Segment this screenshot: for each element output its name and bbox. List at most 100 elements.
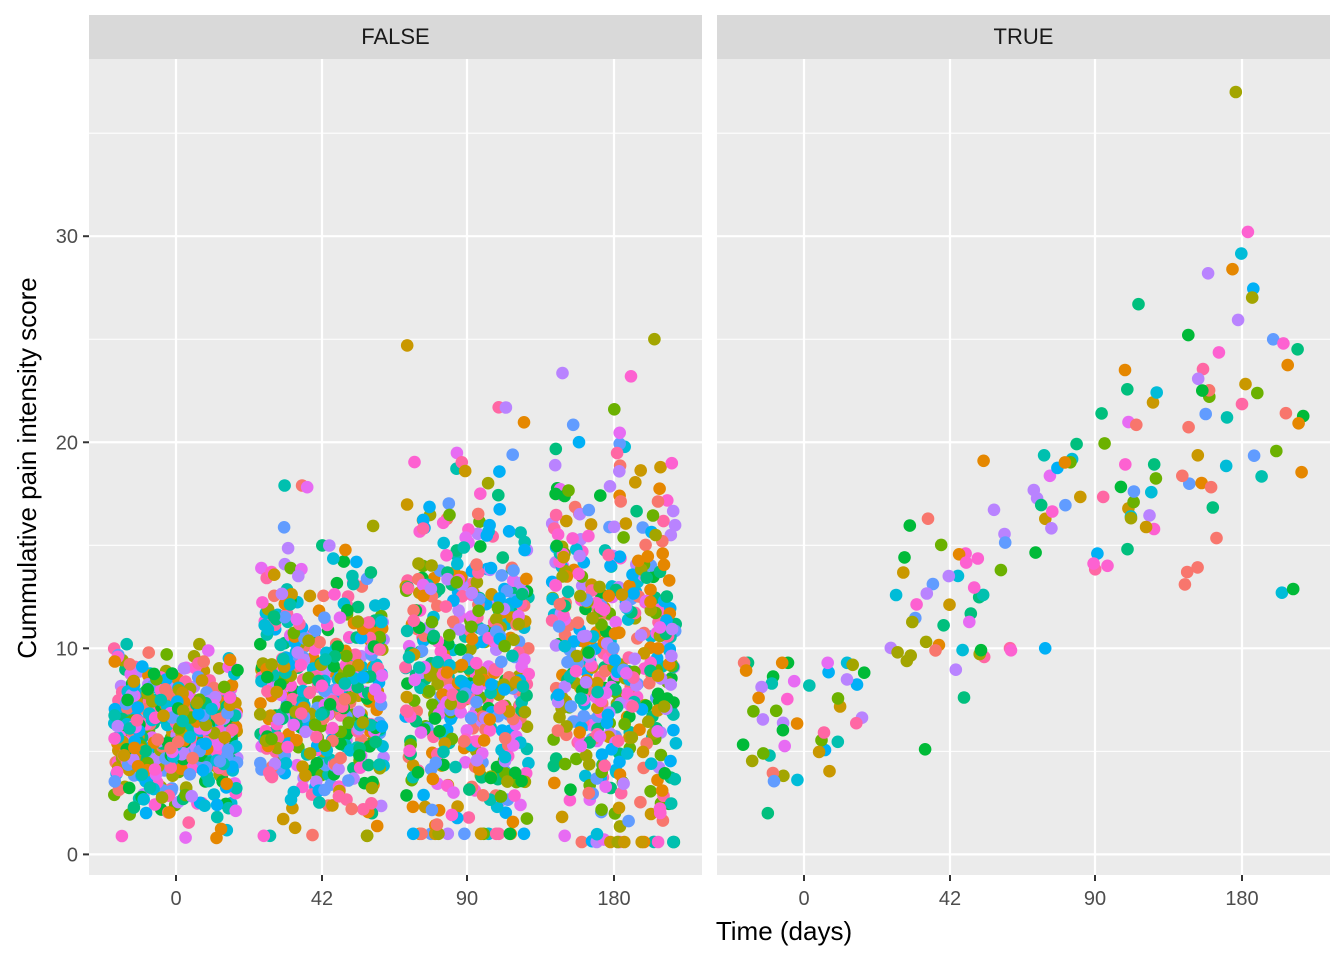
data-point (506, 448, 519, 462)
data-point (283, 598, 297, 611)
data-point (155, 791, 169, 804)
data-point (342, 774, 355, 787)
data-point (781, 692, 794, 706)
data-point (317, 589, 330, 603)
data-point (959, 556, 973, 569)
data-point (654, 460, 667, 474)
data-point (261, 623, 275, 636)
data-point (413, 661, 426, 674)
data-point (1239, 377, 1252, 391)
data-point (136, 660, 149, 673)
data-point (368, 683, 382, 696)
data-point (1204, 480, 1218, 494)
data-point (1196, 362, 1210, 376)
data-point (651, 725, 664, 738)
data-point (284, 561, 298, 575)
facet-panel-true: TRUE 0 42 90 180 (717, 15, 1330, 910)
data-point (231, 663, 244, 677)
data-point (506, 649, 519, 663)
data-point (470, 695, 483, 709)
data-point (769, 704, 783, 718)
data-point (257, 829, 271, 843)
data-point (651, 669, 665, 682)
data-point (498, 750, 512, 764)
data-point (614, 786, 628, 800)
data-point (148, 763, 162, 776)
data-point (625, 731, 639, 744)
data-point (514, 526, 527, 539)
data-point (552, 688, 565, 702)
data-point (377, 597, 391, 611)
data-point (634, 464, 647, 477)
data-point (452, 604, 465, 617)
data-point (520, 572, 533, 586)
data-point (193, 637, 206, 651)
data-point (560, 514, 573, 528)
data-point (439, 600, 453, 613)
data-point (440, 549, 453, 562)
data-point (548, 776, 561, 790)
data-point (667, 835, 680, 849)
data-point (427, 629, 441, 643)
data-point (957, 691, 971, 704)
data-point (602, 548, 615, 562)
data-point (549, 487, 562, 501)
data-point (262, 766, 276, 779)
data-point (465, 632, 479, 646)
data-point (850, 716, 863, 730)
data-point (159, 683, 172, 696)
data-point (943, 598, 956, 611)
data-point (342, 664, 356, 677)
data-point (157, 709, 170, 722)
data-point (472, 604, 485, 618)
data-point (456, 690, 469, 703)
data-point (400, 498, 414, 511)
data-point (755, 680, 768, 694)
data-point (411, 766, 425, 779)
data-point (593, 580, 606, 594)
data-point (459, 531, 473, 544)
data-point (323, 698, 337, 711)
data-point (1182, 420, 1195, 434)
data-point (846, 658, 859, 672)
data-point (108, 709, 121, 722)
data-point (655, 784, 669, 797)
data-point (1281, 358, 1294, 372)
data-point (644, 757, 658, 770)
data-point (591, 685, 604, 699)
data-point (375, 615, 388, 629)
data-point (615, 588, 629, 601)
data-point (147, 667, 161, 681)
data-point (821, 656, 834, 670)
data-point (634, 628, 648, 642)
data-point (791, 773, 804, 787)
data-point (137, 793, 150, 806)
data-point (557, 550, 570, 564)
data-point (1096, 490, 1110, 504)
data-point (1091, 547, 1104, 560)
data-point (447, 786, 460, 799)
data-point (441, 827, 455, 841)
data-point (910, 598, 923, 611)
data-point (666, 504, 680, 518)
data-point (617, 777, 630, 790)
data-point (665, 622, 679, 636)
data-point (603, 480, 617, 493)
data-point (640, 571, 653, 584)
data-point (229, 804, 242, 818)
data-point (267, 610, 281, 623)
data-point (651, 495, 665, 508)
data-point (277, 521, 291, 534)
data-point (518, 653, 531, 666)
data-point (942, 569, 956, 583)
data-point (154, 693, 168, 707)
data-point (490, 612, 503, 626)
data-point (823, 764, 836, 778)
data-point (889, 588, 903, 602)
data-point (619, 517, 633, 530)
data-point (285, 588, 298, 601)
data-point (627, 587, 640, 600)
data-point (265, 732, 278, 746)
data-point (477, 734, 491, 747)
data-point (347, 577, 360, 591)
